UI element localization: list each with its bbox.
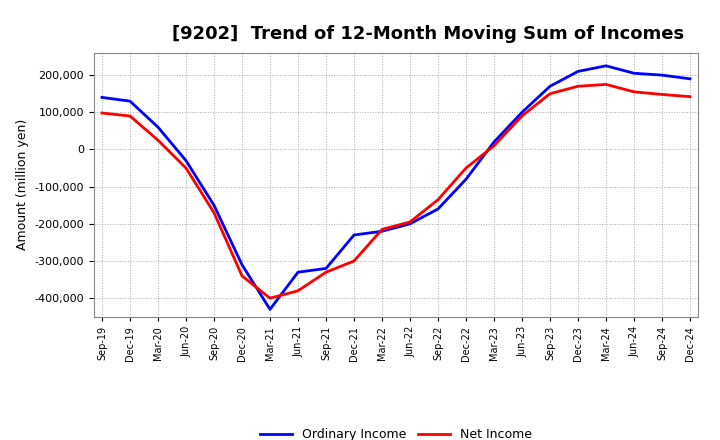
Net Income <box>462 165 470 171</box>
Net Income <box>574 84 582 89</box>
Ordinary Income <box>378 229 387 234</box>
Line: Ordinary Income: Ordinary Income <box>102 66 690 309</box>
Net Income <box>685 94 694 99</box>
Ordinary Income <box>405 221 414 227</box>
Ordinary Income <box>602 63 611 69</box>
Net Income <box>266 296 274 301</box>
Legend: Ordinary Income, Net Income: Ordinary Income, Net Income <box>256 423 536 440</box>
Ordinary Income <box>98 95 107 100</box>
Net Income <box>210 210 218 215</box>
Net Income <box>630 89 639 95</box>
Net Income <box>126 114 135 119</box>
Ordinary Income <box>126 99 135 104</box>
Ordinary Income <box>322 266 330 271</box>
Net Income <box>181 165 190 171</box>
Ordinary Income <box>630 70 639 76</box>
Net Income <box>546 91 554 96</box>
Ordinary Income <box>350 232 359 238</box>
Net Income <box>153 138 162 143</box>
Net Income <box>602 82 611 87</box>
Net Income <box>378 227 387 232</box>
Ordinary Income <box>294 270 302 275</box>
Ordinary Income <box>462 176 470 182</box>
Ordinary Income <box>238 262 246 268</box>
Ordinary Income <box>685 76 694 81</box>
Ordinary Income <box>574 69 582 74</box>
Net Income <box>294 288 302 293</box>
Line: Net Income: Net Income <box>102 84 690 298</box>
Ordinary Income <box>546 84 554 89</box>
Net Income <box>322 270 330 275</box>
Net Income <box>433 197 442 202</box>
Ordinary Income <box>433 206 442 212</box>
Ordinary Income <box>657 73 666 78</box>
Ordinary Income <box>490 139 498 145</box>
Ordinary Income <box>210 202 218 208</box>
Net Income <box>657 92 666 97</box>
Ordinary Income <box>181 158 190 163</box>
Net Income <box>350 258 359 264</box>
Net Income <box>405 220 414 225</box>
Net Income <box>238 273 246 279</box>
Ordinary Income <box>266 307 274 312</box>
Y-axis label: Amount (million yen): Amount (million yen) <box>16 119 29 250</box>
Ordinary Income <box>153 125 162 130</box>
Net Income <box>518 114 526 119</box>
Text: [9202]  Trend of 12-Month Moving Sum of Incomes: [9202] Trend of 12-Month Moving Sum of I… <box>172 25 684 43</box>
Ordinary Income <box>518 110 526 115</box>
Net Income <box>490 143 498 148</box>
Net Income <box>98 110 107 116</box>
